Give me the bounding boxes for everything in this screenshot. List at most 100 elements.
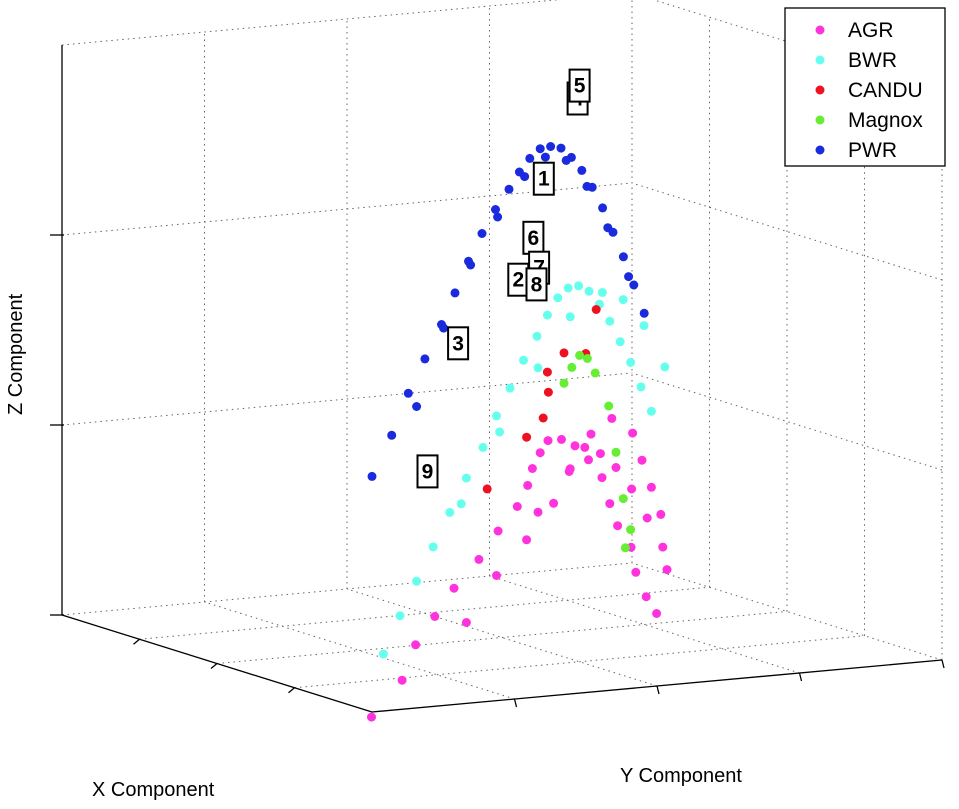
point-agr (586, 429, 596, 439)
legend-label-bwr: BWR (848, 49, 897, 72)
y-tick (941, 659, 945, 669)
annotation-label: 3 (452, 332, 464, 355)
annotation-box (525, 267, 548, 302)
point-agr (493, 526, 503, 536)
point-bwr (428, 542, 438, 552)
y-tick (798, 672, 803, 682)
y-axis-label: Y Component (620, 765, 742, 787)
point-bwr (478, 442, 488, 452)
point-bwr (646, 406, 656, 416)
point-agr (367, 712, 376, 722)
point-bwr (597, 288, 607, 297)
point-agr (449, 583, 459, 593)
sidewall-grid-line (631, 372, 943, 471)
point-pwr (412, 402, 422, 411)
point-bwr (574, 281, 584, 291)
point-bwr (565, 312, 575, 322)
y-tick (513, 698, 518, 708)
point-agr (607, 413, 617, 423)
point-agr (474, 554, 484, 564)
point-agr (430, 612, 440, 621)
annotation-label: 8 (531, 273, 543, 296)
point-agr (522, 535, 532, 545)
legend-marker-pwr (815, 145, 825, 155)
point-bwr (636, 382, 646, 392)
point-pwr (491, 205, 500, 214)
point-pwr (420, 354, 430, 364)
legend-marker-magnox (815, 115, 825, 125)
point-agr (411, 640, 421, 650)
point-pwr (439, 323, 449, 333)
point-pwr (367, 471, 377, 481)
point-agr (565, 464, 575, 474)
point-pwr (477, 229, 487, 238)
legend-marker-bwr (815, 55, 825, 65)
legend-label-agr: AGR (848, 19, 894, 42)
point-pwr (525, 153, 535, 163)
point-candu (538, 413, 548, 423)
point-magnox (567, 362, 577, 372)
point-pwr (546, 142, 556, 151)
point-agr (662, 565, 672, 575)
point-agr (658, 542, 668, 552)
backwall-grid-line (61, 0, 561, 46)
point-agr (652, 609, 662, 618)
floor-grid-line (204, 601, 515, 700)
legend-marker-agr (815, 25, 825, 35)
point-agr (492, 571, 501, 580)
point-agr (605, 499, 615, 509)
point-agr (580, 442, 590, 452)
point-agr (570, 441, 580, 451)
legend: AGR BWR CANDU Magnox PWR (784, 7, 946, 167)
point-magnox (604, 401, 614, 411)
point-pwr (639, 308, 649, 318)
point-pwr (450, 288, 460, 298)
point-bwr (492, 411, 501, 421)
point-agr (543, 436, 553, 446)
point-bwr (553, 293, 563, 303)
point-agr (597, 473, 607, 483)
axes (50, 45, 945, 713)
point-pwr (535, 144, 545, 154)
annotation-box (532, 161, 555, 196)
point-agr (637, 455, 647, 465)
sidewall-grid-line (631, 182, 943, 281)
point-agr (611, 463, 621, 472)
backwall-grid-line (61, 372, 633, 426)
point-agr (641, 592, 651, 602)
floor-grid-line (346, 588, 658, 687)
annotation-label: 5 (574, 75, 586, 98)
point-candu (559, 348, 569, 358)
z-axis-label: Z Component (5, 293, 27, 415)
x-tick (288, 687, 295, 694)
point-magnox (626, 525, 636, 535)
annotation-label: 6 (528, 227, 540, 250)
data-points (367, 142, 672, 722)
point-pwr (624, 272, 634, 282)
point-magnox (559, 378, 569, 388)
annotation-box (447, 326, 470, 361)
point-agr (656, 509, 666, 519)
point-pwr (520, 172, 530, 182)
point-agr (523, 480, 533, 490)
point-agr (461, 618, 471, 627)
point-pwr (504, 184, 514, 194)
point-agr (557, 434, 566, 444)
point-magnox (575, 350, 585, 360)
point-pwr (403, 388, 413, 398)
point-magnox (620, 543, 630, 553)
sidewall-grid-line (652, 0, 943, 91)
legend-marker-candu (815, 85, 825, 95)
point-bwr (618, 295, 628, 305)
x-tick (210, 663, 218, 669)
point-agr (533, 507, 543, 517)
point-bwr (615, 337, 625, 347)
point-bwr (395, 611, 405, 621)
point-pwr (556, 143, 566, 153)
point-bwr (495, 427, 505, 437)
point-bwr (660, 362, 670, 372)
point-bwr (542, 310, 552, 320)
x-tick (133, 638, 140, 645)
point-bwr (456, 499, 466, 509)
annotation-box (568, 68, 591, 103)
